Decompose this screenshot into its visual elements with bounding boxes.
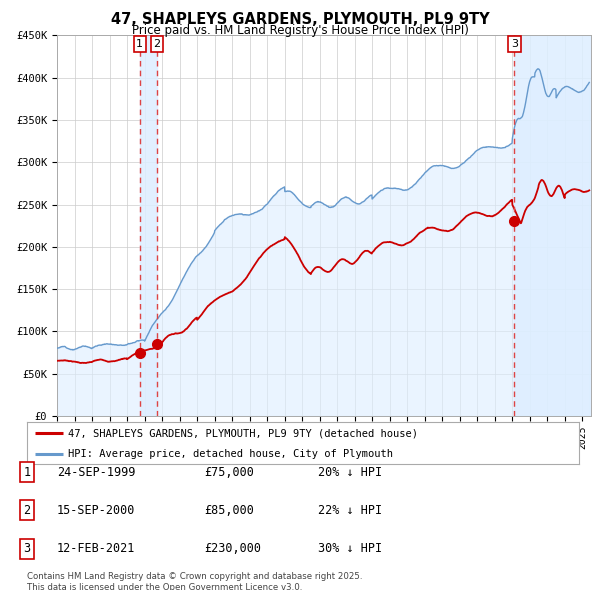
Bar [140, 35, 157, 416]
Text: 3: 3 [511, 39, 518, 49]
Text: 12-FEB-2021: 12-FEB-2021 [57, 542, 136, 555]
Bar [514, 35, 591, 416]
Text: 3: 3 [23, 542, 31, 555]
Text: 30% ↓ HPI: 30% ↓ HPI [318, 542, 382, 555]
Text: £230,000: £230,000 [204, 542, 261, 555]
Text: 22% ↓ HPI: 22% ↓ HPI [318, 504, 382, 517]
Text: HPI: Average price, detached house, City of Plymouth: HPI: Average price, detached house, City… [68, 449, 394, 458]
Text: 2: 2 [23, 504, 31, 517]
Text: 20% ↓ HPI: 20% ↓ HPI [318, 466, 382, 478]
Text: 15-SEP-2000: 15-SEP-2000 [57, 504, 136, 517]
Text: 1: 1 [136, 39, 143, 49]
Text: 1: 1 [23, 466, 31, 478]
Text: Price paid vs. HM Land Registry's House Price Index (HPI): Price paid vs. HM Land Registry's House … [131, 24, 469, 37]
Text: 24-SEP-1999: 24-SEP-1999 [57, 466, 136, 478]
Text: 47, SHAPLEYS GARDENS, PLYMOUTH, PL9 9TY: 47, SHAPLEYS GARDENS, PLYMOUTH, PL9 9TY [110, 12, 490, 27]
Text: 2: 2 [154, 39, 161, 49]
Text: Contains HM Land Registry data © Crown copyright and database right 2025.
This d: Contains HM Land Registry data © Crown c… [27, 572, 362, 590]
Text: 47, SHAPLEYS GARDENS, PLYMOUTH, PL9 9TY (detached house): 47, SHAPLEYS GARDENS, PLYMOUTH, PL9 9TY … [68, 428, 418, 438]
Text: £75,000: £75,000 [204, 466, 254, 478]
Text: £85,000: £85,000 [204, 504, 254, 517]
